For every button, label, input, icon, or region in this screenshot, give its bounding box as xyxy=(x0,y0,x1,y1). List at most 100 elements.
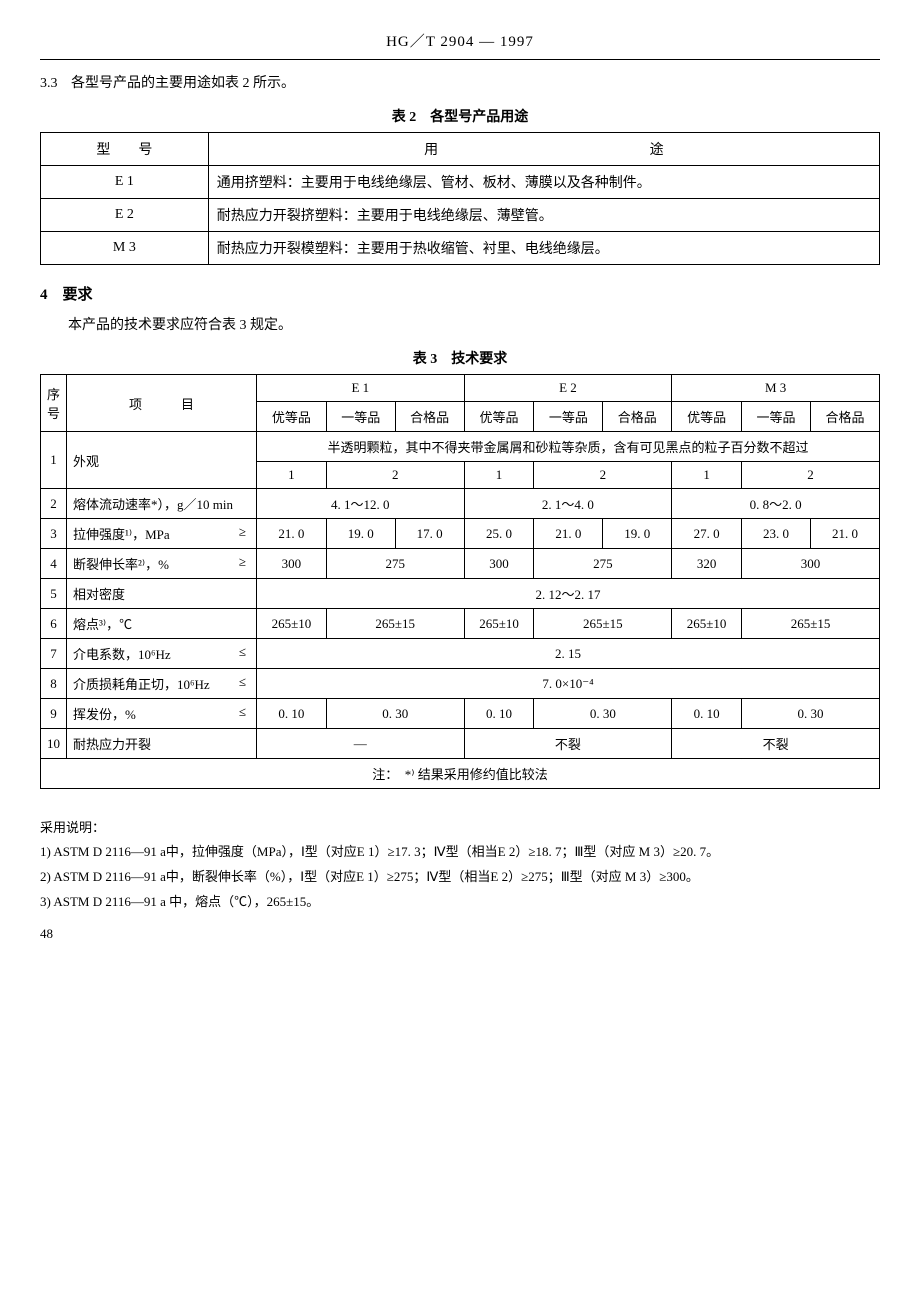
lbl: 断裂伸长率²⁾，% xyxy=(73,557,169,572)
notes-heading: 采用说明： xyxy=(40,817,880,836)
v: 25. 0 xyxy=(464,519,534,549)
section-4-text: 本产品的技术要求应符合表 3 规定。 xyxy=(40,314,880,334)
t3-g: 优等品 xyxy=(672,402,742,432)
t3-r2-item: 熔体流动速率*），g／10 min xyxy=(67,489,257,519)
t3-r2-m3: 0. 8～2. 0 xyxy=(672,489,880,519)
v: 0. 10 xyxy=(672,699,742,729)
lbl: 挥发份，% xyxy=(73,707,136,722)
t2-r2c2: 耐热应力开裂挤塑料：主要用于电线绝缘层、薄壁管。 xyxy=(208,199,879,232)
section-4-heading: 4 要求 xyxy=(40,283,880,304)
v: 7. 0×10⁻⁴ xyxy=(257,669,880,699)
t3-g: 一等品 xyxy=(742,402,811,432)
t3-r1-line1: 半透明颗粒，其中不得夹带金属屑和砂粒等杂质，含有可见黑点的粒子百分数不超过 xyxy=(257,432,880,462)
t2-r1c2: 通用挤塑料：主要用于电线绝缘层、管材、板材、薄膜以及各种制件。 xyxy=(208,166,879,199)
table3-caption: 表 3 技术要求 xyxy=(40,348,880,368)
table2: 型 号 用 途 E 1通用挤塑料：主要用于电线绝缘层、管材、板材、薄膜以及各种制… xyxy=(40,132,880,265)
t3-r10-item: 耐热应力开裂 xyxy=(67,729,257,759)
t3-r5-seq: 5 xyxy=(41,579,67,609)
v: 265±10 xyxy=(257,609,327,639)
v: 300 xyxy=(742,549,880,579)
v: 320 xyxy=(672,549,742,579)
note-item: 2) ASTM D 2116—91 a中，断裂伸长率（%），Ⅰ型（对应E 1）≥… xyxy=(40,867,880,888)
t3-r3-seq: 3 xyxy=(41,519,67,549)
v: 275 xyxy=(534,549,672,579)
t3-note: 注： *⁾ 结果采用修约值比较法 xyxy=(41,759,880,789)
t2-r2c1: E 2 xyxy=(41,199,209,232)
v: 0. 30 xyxy=(534,699,672,729)
v: 2. 15 xyxy=(257,639,880,669)
t3-h-e2: E 2 xyxy=(464,375,672,402)
t3-r5-v: 2. 12～2. 17 xyxy=(257,579,880,609)
t3-r6-item: 熔点³⁾，℃ xyxy=(67,609,257,639)
t2-h2a: 用 xyxy=(424,143,446,158)
v: 23. 0 xyxy=(742,519,811,549)
v: 300 xyxy=(464,549,534,579)
v: 265±10 xyxy=(464,609,534,639)
t3-r4-item: 断裂伸长率²⁾，%≥ xyxy=(67,549,257,579)
section-text: 各型号产品的主要用途如表 2 所示。 xyxy=(71,76,295,91)
v: 17. 0 xyxy=(395,519,464,549)
le-icon: ≤ xyxy=(239,674,252,690)
v: 265±10 xyxy=(672,609,742,639)
t3-r1-v: 1 xyxy=(464,462,534,489)
t3-r3-item: 拉伸强度¹⁾，MPa ≥ xyxy=(67,519,257,549)
t3-h-m3: M 3 xyxy=(672,375,880,402)
t3-h-item: 项 目 xyxy=(67,375,257,432)
t2-h1: 型 号 xyxy=(41,133,209,166)
v: 265±15 xyxy=(742,609,880,639)
table2-caption: 表 2 各型号产品用途 xyxy=(40,106,880,126)
table3: 序号 项 目 E 1 E 2 M 3 优等品一等品合格品 优等品一等品合格品 优… xyxy=(40,374,880,789)
v: 19. 0 xyxy=(326,519,395,549)
t3-r9-seq: 9 xyxy=(41,699,67,729)
t3-r7-seq: 7 xyxy=(41,639,67,669)
v: 0. 10 xyxy=(257,699,327,729)
t3-r8-seq: 8 xyxy=(41,669,67,699)
t3-r6-seq: 6 xyxy=(41,609,67,639)
t3-r1-seq: 1 xyxy=(41,432,67,489)
v: 275 xyxy=(326,549,464,579)
page-number: 48 xyxy=(40,926,880,942)
t3-r2-e1: 4. 1～12. 0 xyxy=(257,489,465,519)
section-num: 3.3 xyxy=(40,76,58,92)
t3-r10-seq: 10 xyxy=(41,729,67,759)
v: 27. 0 xyxy=(672,519,742,549)
le-icon: ≤ xyxy=(239,644,252,660)
ge-icon: ≥ xyxy=(239,524,252,540)
v: 21. 0 xyxy=(534,519,603,549)
v: 不裂 xyxy=(464,729,672,759)
v: 265±15 xyxy=(534,609,672,639)
t3-r9-item: 挥发份，% ≤ xyxy=(67,699,257,729)
standard-number: HG／T 2904 — 1997 xyxy=(40,30,880,51)
t3-r7-item: 介电系数，10⁶Hz ≤ xyxy=(67,639,257,669)
t3-g: 合格品 xyxy=(810,402,879,432)
t3-r1-v: 2 xyxy=(534,462,672,489)
adoption-notes: 采用说明： 1) ASTM D 2116—91 a中，拉伸强度（MPa），Ⅰ型（… xyxy=(40,817,880,912)
t2-r3c2: 耐热应力开裂模塑料：主要用于热收缩管、衬里、电线绝缘层。 xyxy=(208,232,879,265)
t2-r1c1: E 1 xyxy=(41,166,209,199)
t3-g: 一等品 xyxy=(326,402,395,432)
t2-r3c1: M 3 xyxy=(41,232,209,265)
t3-r1-v: 2 xyxy=(326,462,464,489)
section-33: 3.3 各型号产品的主要用途如表 2 所示。 xyxy=(40,72,880,92)
divider xyxy=(40,59,880,60)
t3-r1-item: 外观 xyxy=(67,432,257,489)
v: 300 xyxy=(257,549,327,579)
t3-r1-v: 1 xyxy=(257,462,327,489)
v: 0. 30 xyxy=(742,699,880,729)
t3-r2-e2: 2. 1～4. 0 xyxy=(464,489,672,519)
t3-r8-item: 介质损耗角正切，10⁶Hz≤ xyxy=(67,669,257,699)
v: — xyxy=(257,729,465,759)
lbl: 介电系数，10⁶Hz xyxy=(73,647,171,662)
t2-h2b: 途 xyxy=(650,143,664,158)
lbl: 拉伸强度¹⁾，MPa xyxy=(73,527,170,542)
v: 265±15 xyxy=(326,609,464,639)
t3-h-seq: 序号 xyxy=(41,375,67,432)
note-item: 1) ASTM D 2116—91 a中，拉伸强度（MPa），Ⅰ型（对应E 1）… xyxy=(40,842,880,863)
v: 0. 30 xyxy=(326,699,464,729)
t3-g: 优等品 xyxy=(257,402,327,432)
le-icon: ≤ xyxy=(239,704,252,720)
t3-g: 合格品 xyxy=(603,402,672,432)
t3-g: 优等品 xyxy=(464,402,534,432)
t3-r1-v: 1 xyxy=(672,462,742,489)
v: 0. 10 xyxy=(464,699,534,729)
